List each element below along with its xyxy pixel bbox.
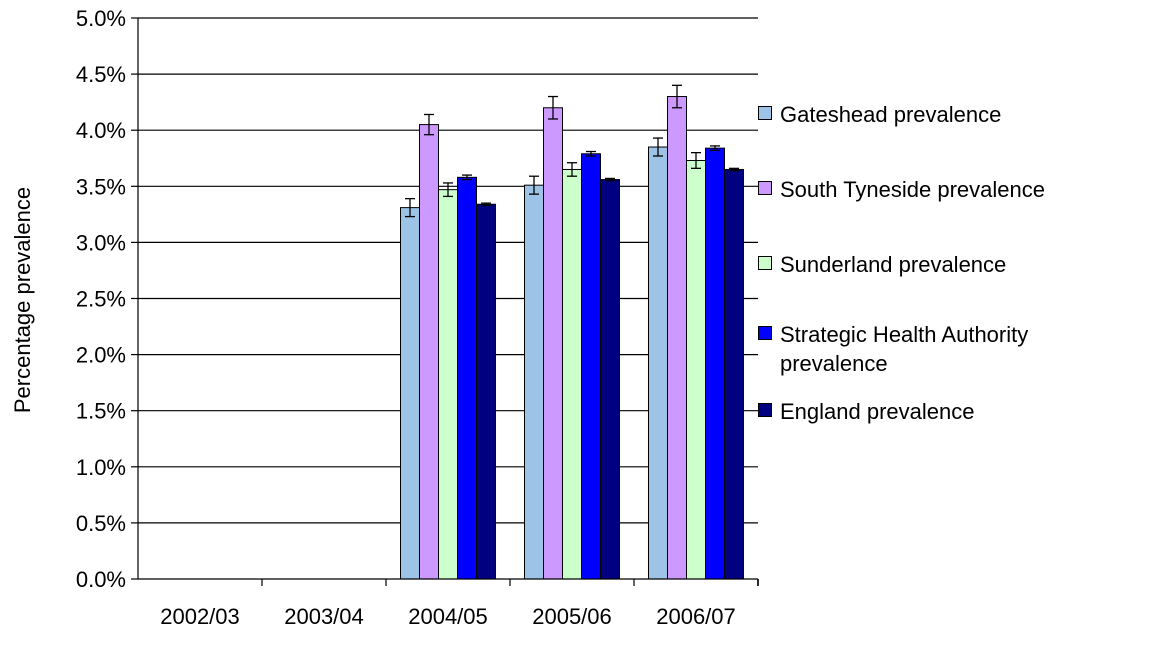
x-tick-label: 2002/03 [160,604,240,629]
legend-label: Strategic Health Authority prevalence [780,322,1029,376]
bar [581,153,601,580]
legend-item: England prevalence [758,397,1140,426]
bar [543,107,563,580]
legend-item: Gateshead prevalence [758,100,1140,129]
legend-swatch [758,326,772,340]
x-tick-label: 2004/05 [408,604,488,629]
x-tick-labels: 2002/03 2003/04 2004/05 2005/06 2006/07 [160,604,736,629]
bar [724,168,744,580]
bar [648,146,668,580]
bar [438,189,458,580]
y-tick-label: 0.5% [76,511,126,536]
bar [705,147,725,580]
axes [131,17,759,586]
legend-swatch [758,181,772,195]
bar [600,179,620,580]
y-tick-label: 3.5% [76,174,126,199]
y-tick-label: 1.5% [76,399,126,424]
bar [400,207,420,580]
legend-item: Sunderland prevalence [758,250,1140,279]
y-tick-labels: 0.0% 0.5% 1.0% 1.5% 2.0% 2.5% 3.0% 3.5% 4.0% 4.5%… [76,6,126,592]
bar [667,96,687,580]
error-bars-layer [405,84,739,218]
legend-swatch [758,403,772,417]
legend-swatch [758,256,772,270]
x-tick-label: 2005/06 [532,604,612,629]
legend-swatch [758,106,772,120]
y-axis-label: Percentage prevalence [10,187,35,413]
x-tick-label: 2003/04 [284,604,364,629]
bar [419,124,439,580]
legend-label: England prevalence [780,399,975,424]
legend-item: South Tyneside prevalence [758,175,1140,204]
bar [524,184,544,580]
y-tick-label: 0.0% [76,567,126,592]
bar [686,159,706,580]
legend-label: South Tyneside prevalence [780,177,1045,202]
legend-label: Gateshead prevalence [780,102,1002,127]
y-tick-label: 4.5% [76,62,126,87]
x-tick-label: 2006/07 [656,604,736,629]
bar [476,203,496,580]
y-tick-label: 4.0% [76,118,126,143]
legend-label: Sunderland prevalence [780,252,1007,277]
bars-layer [400,96,744,580]
legend-item: Strategic Health Authority prevalence [758,320,1140,378]
y-tick-label: 2.5% [76,287,126,312]
y-tick-label: 1.0% [76,455,126,480]
y-tick-label: 3.0% [76,230,126,255]
bar [457,176,477,580]
bar [562,168,582,580]
y-tick-label: 5.0% [76,6,126,31]
y-tick-label: 2.0% [76,343,126,368]
